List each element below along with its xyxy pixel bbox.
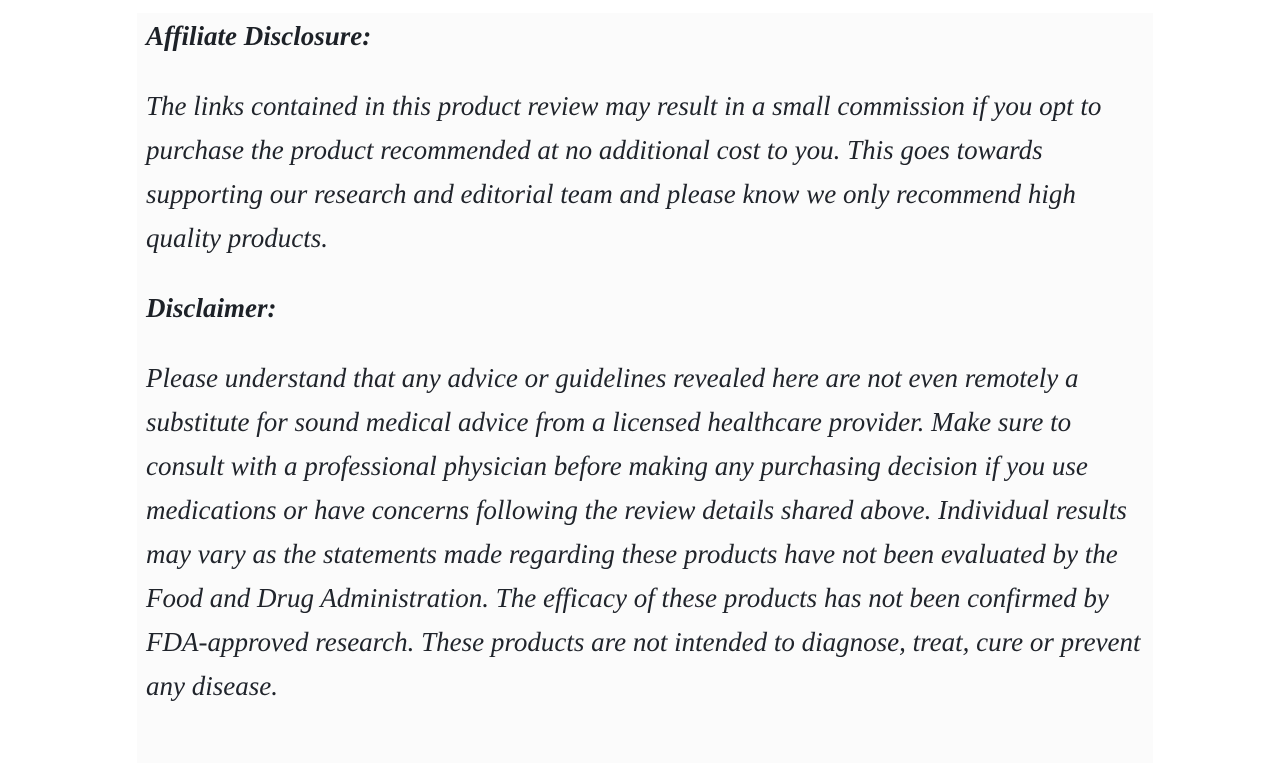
disclosure-article: Affiliate Disclosure: The links containe… (146, 14, 1146, 708)
affiliate-disclosure-text: The links contained in this product revi… (146, 91, 1102, 253)
article-content-column: Affiliate Disclosure: The links containe… (137, 13, 1153, 763)
disclaimer-text: Please understand that any advice or gui… (146, 363, 1141, 701)
affiliate-disclosure-heading: Affiliate Disclosure: (146, 21, 372, 51)
disclaimer-heading: Disclaimer: (146, 293, 277, 323)
